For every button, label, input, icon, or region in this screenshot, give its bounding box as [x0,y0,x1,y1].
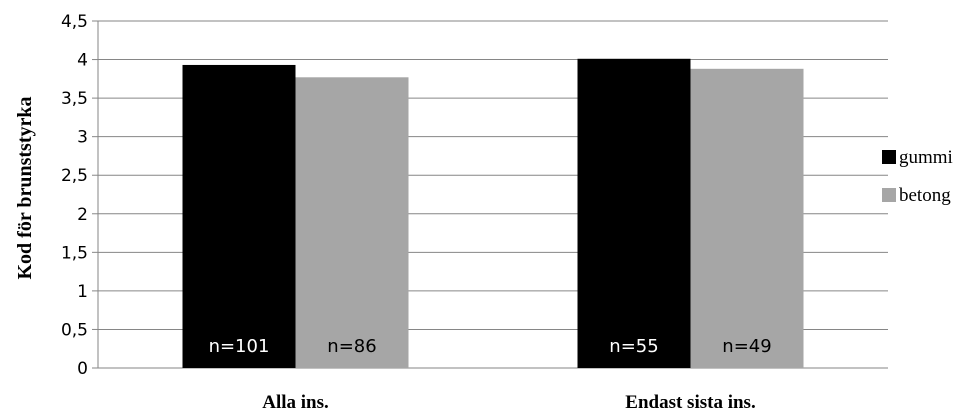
bar-gummi [182,64,296,368]
x-axis-categories: Alla ins. Endast sista ins. [262,392,755,412]
bar-betong [690,68,804,368]
y-tick-label: 4,5 [61,12,88,32]
y-axis-label: Kod för brunststyrka [14,97,36,280]
y-tick-label: 2,5 [61,166,88,186]
y-tick-label: 3,5 [61,89,88,109]
bar-count-label: n=49 [722,336,771,357]
y-tick-label: 1,5 [61,243,88,263]
bar-count-label: n=101 [209,336,270,357]
legend-swatch-gummi [882,150,896,164]
y-tick-label: 3 [77,128,88,148]
x-category-label: Alla ins. [262,392,329,412]
bar-labels: n=101 n=86 n=55 n=49 [209,336,772,357]
y-tick-label: 1 [77,282,88,302]
bar-gummi [577,58,691,368]
bars [182,58,804,369]
bar-count-label: n=86 [327,336,376,357]
y-tick-label: 0 [77,359,88,379]
y-tick-label: 2 [77,205,88,225]
bar-count-label: n=55 [609,336,658,357]
y-tick-label: 4 [77,51,88,71]
legend-label-gummi: gummi [899,147,953,168]
y-tick-label: 0,5 [61,320,88,340]
x-category-label: Endast sista ins. [625,392,755,412]
legend-swatch-betong [882,188,896,202]
y-axis-ticks: 0 0,5 1 1,5 2 2,5 3 3,5 4 4,5 [61,12,88,379]
legend: gummi betong [882,147,953,206]
legend-label-betong: betong [899,185,951,206]
bar-betong [295,77,409,369]
